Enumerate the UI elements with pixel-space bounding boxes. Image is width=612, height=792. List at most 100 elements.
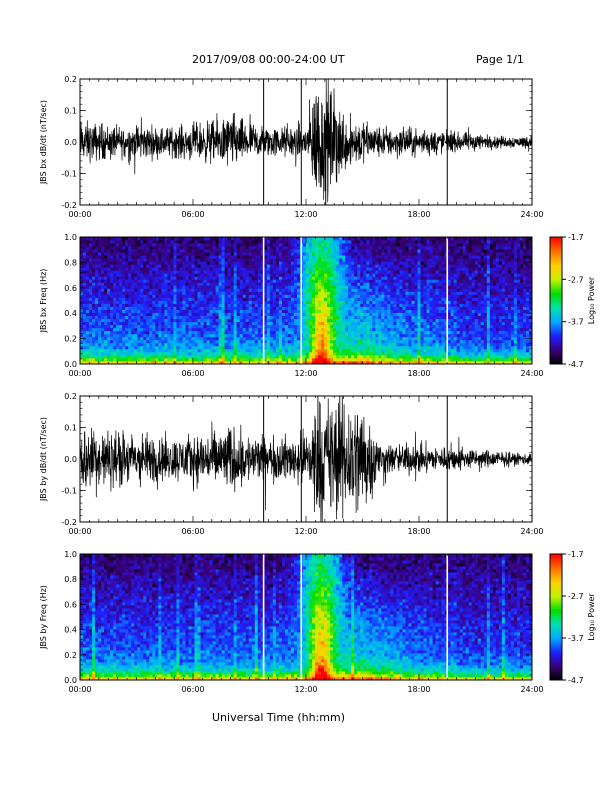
- heatmap-cell: [269, 321, 274, 326]
- heatmap-cell: [384, 351, 388, 356]
- heatmap-cell: [242, 318, 247, 323]
- heatmap-cell: [399, 309, 403, 313]
- heatmap-cell: [131, 243, 135, 247]
- heatmap-cell: [327, 261, 331, 265]
- heatmap-cell: [342, 240, 346, 244]
- heatmap-cell: [107, 330, 111, 335]
- heatmap-cell: [324, 294, 328, 298]
- heatmap-cell: [203, 255, 207, 259]
- heatmap-cell: [281, 348, 286, 353]
- heatmap-cell: [158, 291, 162, 295]
- heatmap-cell: [251, 357, 256, 362]
- heatmap-cell: [315, 327, 319, 332]
- heatmap-cell: [417, 312, 421, 317]
- heatmap-cell: [95, 297, 99, 301]
- heatmap-cell: [405, 354, 409, 359]
- heatmap-cell: [143, 318, 147, 323]
- heatmap-cell: [182, 297, 186, 301]
- heatmap-cell: [131, 282, 135, 286]
- heatmap-cell: [324, 282, 328, 286]
- heatmap-cell: [194, 306, 198, 310]
- heatmap-cell: [101, 279, 105, 283]
- heatmap-cell: [363, 243, 367, 247]
- heatmap-cell: [146, 342, 150, 347]
- heatmap-cell: [164, 342, 168, 347]
- heatmap-cell: [354, 294, 358, 298]
- heatmap-cell: [143, 285, 147, 289]
- heatmap-cell: [269, 249, 274, 253]
- heatmap-cell: [185, 279, 189, 283]
- heatmap-cell: [312, 306, 316, 310]
- heatmap-cell: [227, 243, 232, 247]
- heatmap-cell: [125, 240, 129, 244]
- heatmap-cell: [128, 303, 132, 307]
- heatmap-cell: [345, 354, 349, 359]
- heatmap-cell: [287, 285, 292, 289]
- heatmap-cell: [101, 318, 105, 323]
- heatmap-cell: [330, 318, 334, 323]
- heatmap-cell: [393, 324, 397, 329]
- heatmap-cell: [372, 300, 376, 304]
- heatmap-cell: [239, 315, 244, 320]
- heatmap-cell: [405, 291, 409, 295]
- heatmap-cell: [158, 345, 162, 350]
- heatmap-cell: [345, 357, 349, 362]
- heatmap-cell: [167, 336, 171, 341]
- heatmap-cell: [221, 258, 226, 262]
- heatmap-cell: [137, 348, 141, 353]
- heatmap-cell: [161, 351, 165, 356]
- heatmap-cell: [275, 339, 280, 344]
- heatmap-cell: [272, 249, 277, 253]
- heatmap-cell: [369, 339, 373, 344]
- heatmap-cell: [152, 309, 156, 313]
- heatmap-cell: [212, 288, 216, 292]
- heatmap-cell: [393, 345, 397, 350]
- heatmap-cell: [86, 276, 90, 280]
- heatmap-cell: [318, 279, 322, 283]
- heatmap-cell: [417, 282, 421, 286]
- heatmap-cell: [405, 285, 409, 289]
- heatmap-cell: [366, 273, 370, 277]
- heatmap-cell: [164, 321, 168, 326]
- heatmap-cell: [119, 261, 123, 265]
- heatmap-cell: [357, 291, 361, 295]
- heatmap-cell: [209, 321, 213, 326]
- heatmap-cell: [146, 261, 150, 265]
- heatmap-cell: [327, 282, 331, 286]
- heatmap-cell: [342, 354, 346, 359]
- heatmap-cell: [278, 306, 283, 310]
- heatmap-cell: [381, 297, 385, 301]
- heatmap-cell: [327, 324, 331, 329]
- heatmap-cell: [336, 279, 340, 283]
- heatmap-cell: [161, 246, 165, 250]
- heatmap-cell: [128, 321, 132, 326]
- heatmap-cell: [86, 321, 90, 326]
- heatmap-cell: [248, 342, 253, 347]
- heatmap-cell: [414, 321, 418, 326]
- heatmap-cell: [101, 261, 105, 265]
- heatmap-cell: [408, 312, 412, 317]
- heatmap-cell: [236, 330, 241, 335]
- heatmap-cell: [113, 294, 117, 298]
- heatmap-cell: [260, 267, 265, 271]
- heatmap-cell: [197, 249, 201, 253]
- heatmap-cell: [248, 285, 253, 289]
- heatmap-cell: [366, 270, 370, 274]
- heatmap-cell: [327, 354, 331, 359]
- heatmap-cell: [336, 327, 340, 332]
- heatmap-cell: [224, 309, 229, 313]
- heatmap-cell: [405, 279, 409, 283]
- heatmap-cell: [113, 321, 117, 326]
- heatmap-cell: [348, 282, 352, 286]
- heatmap-cell: [158, 273, 162, 277]
- heatmap-cell: [378, 264, 382, 268]
- heatmap-cell: [218, 246, 223, 250]
- heatmap-cell: [414, 300, 418, 304]
- heatmap-cell: [251, 237, 256, 241]
- heatmap-cell: [233, 336, 238, 341]
- heatmap-cell: [390, 357, 394, 362]
- heatmap-cell: [357, 246, 361, 250]
- heatmap-cell: [218, 294, 223, 298]
- heatmap-cell: [86, 273, 90, 277]
